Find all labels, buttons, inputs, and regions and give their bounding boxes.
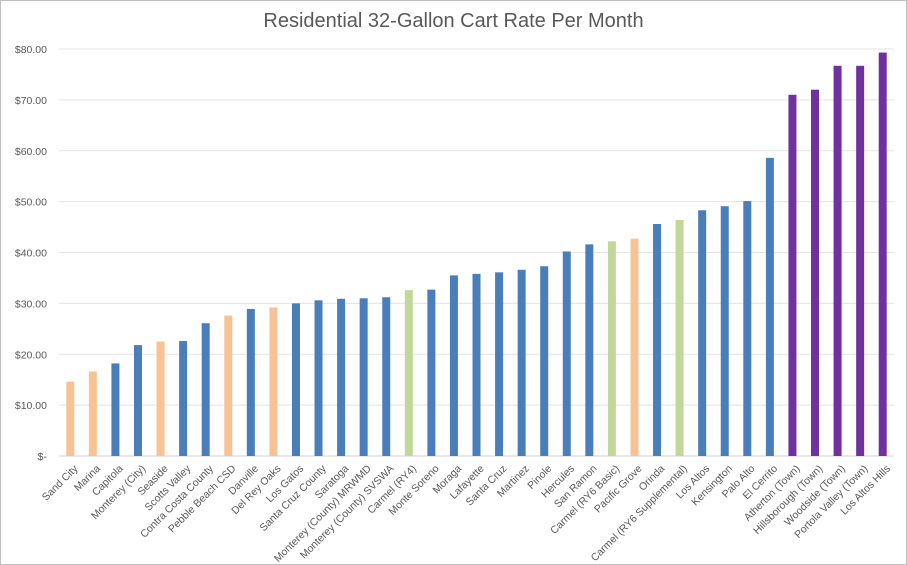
bar xyxy=(562,251,571,456)
bar xyxy=(765,157,774,456)
bar xyxy=(472,273,481,456)
bars xyxy=(66,52,887,456)
bar xyxy=(111,363,120,456)
y-tick-label: $30.00 xyxy=(15,298,47,310)
y-tick-label: $50.00 xyxy=(15,197,47,209)
bar xyxy=(269,307,278,456)
bar xyxy=(720,206,729,456)
bar xyxy=(630,238,639,456)
bar xyxy=(88,371,97,456)
bar xyxy=(743,201,752,456)
bar xyxy=(291,303,300,456)
bar xyxy=(653,224,662,456)
y-tick-label: $- xyxy=(38,451,48,463)
bar xyxy=(495,272,504,456)
bar xyxy=(811,89,820,456)
bar xyxy=(404,290,413,456)
bar xyxy=(337,298,346,456)
bar xyxy=(427,289,436,456)
bar xyxy=(382,297,391,456)
bar xyxy=(607,241,616,456)
bar xyxy=(246,308,255,456)
bar xyxy=(66,381,75,456)
bar xyxy=(359,298,368,456)
bar xyxy=(133,345,142,456)
y-tick-label: $10.00 xyxy=(15,400,47,412)
y-tick-label: $20.00 xyxy=(15,349,47,361)
bar xyxy=(224,315,233,456)
bar xyxy=(449,275,458,456)
y-axis-ticks: $- $10.00 $20.00 $30.00 $40.00 $50.00 $60.00 $7… xyxy=(15,44,48,463)
bar xyxy=(314,300,323,456)
bar xyxy=(201,323,210,456)
bar xyxy=(585,244,594,456)
chart-title: Residential 32-Gallon Cart Rate Per Mont… xyxy=(263,10,644,32)
y-tick-label: $80.00 xyxy=(15,44,47,56)
y-tick-label: $40.00 xyxy=(15,248,47,260)
bar xyxy=(540,266,549,456)
bar xyxy=(833,65,842,456)
bar xyxy=(788,94,797,456)
y-tick-label: $70.00 xyxy=(15,95,47,107)
bar xyxy=(156,341,165,456)
bar xyxy=(675,219,684,456)
bar xyxy=(878,52,887,456)
bar xyxy=(698,210,707,456)
bar xyxy=(517,269,526,456)
bar xyxy=(856,65,865,456)
bar xyxy=(179,341,188,456)
y-tick-label: $60.00 xyxy=(15,146,47,158)
